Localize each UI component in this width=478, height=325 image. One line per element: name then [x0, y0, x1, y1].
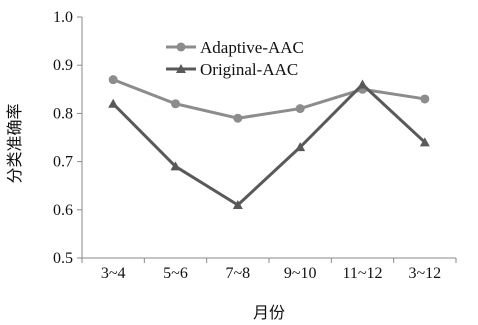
x-axis-ticks: 3~4 5~6 7~8 9~10 11~12 3~12: [81, 258, 457, 282]
y-tick-label: 0.8: [53, 105, 73, 122]
series-0: [108, 75, 430, 123]
legend-marker: [176, 64, 186, 73]
legend-marker: [176, 42, 186, 52]
x-tick-label: 3~4: [101, 265, 126, 282]
data-point: [232, 199, 243, 209]
data-point: [295, 142, 306, 152]
x-tick-label: 9~10: [284, 265, 317, 282]
data-point: [170, 161, 181, 171]
x-tick-label: 3~12: [409, 265, 442, 282]
data-point: [295, 104, 305, 114]
legend: Adaptive-AAC Original-AAC: [166, 38, 304, 79]
y-axis-title: 分类准确率: [5, 103, 24, 183]
y-tick-label: 0.9: [53, 57, 73, 74]
y-tick-label: 0.6: [53, 202, 73, 219]
data-point: [171, 99, 180, 109]
data-point: [420, 94, 430, 104]
legend-item: Adaptive-AAC: [166, 38, 304, 57]
data-point: [419, 137, 430, 147]
data-point: [233, 113, 243, 123]
series-line: [112, 78, 426, 120]
x-tick-label: 5~6: [163, 265, 188, 282]
y-tick-label: 0.7: [53, 154, 73, 171]
x-tick-label: 11~12: [342, 265, 382, 282]
y-tick-label: 1.0: [53, 9, 73, 26]
series-layer: [108, 75, 430, 209]
y-tick-label: 0.5: [53, 250, 73, 267]
series-1: [108, 79, 430, 209]
legend-label: Original-AAC: [200, 60, 298, 79]
legend-label: Adaptive-AAC: [200, 38, 304, 57]
x-tick-label: 7~8: [226, 265, 251, 282]
x-axis-title: 月份: [253, 303, 285, 322]
series-line: [112, 82, 426, 207]
legend-item: Original-AAC: [166, 60, 298, 79]
data-point: [357, 79, 368, 89]
y-axis-ticks: 0.5 0.6 0.7 0.8 0.9 1.0: [53, 9, 82, 267]
data-point: [108, 75, 118, 85]
data-point: [108, 98, 119, 108]
